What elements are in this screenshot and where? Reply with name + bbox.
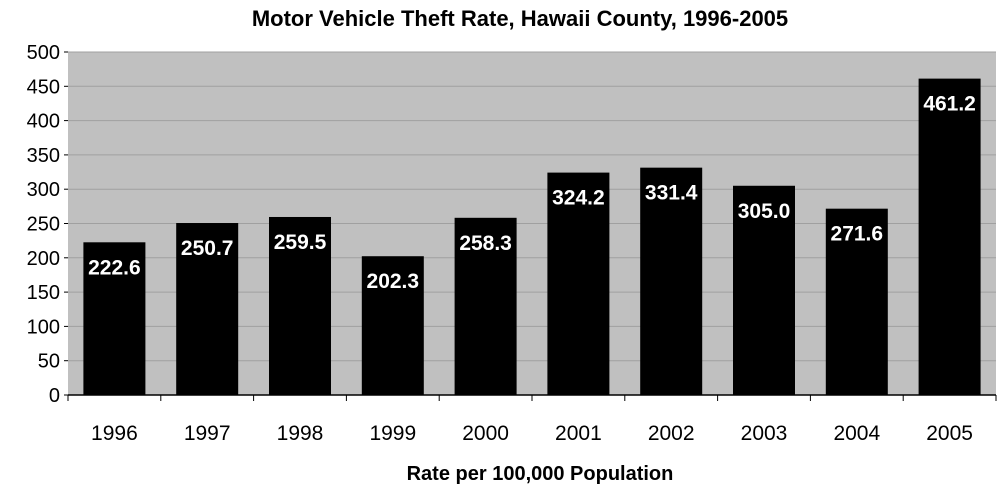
x-tick-label: 2005 bbox=[926, 422, 973, 445]
data-label: 259.5 bbox=[274, 231, 327, 254]
x-tick-label: 1997 bbox=[184, 422, 231, 445]
x-tick-label: 1996 bbox=[91, 422, 138, 445]
data-label: 331.4 bbox=[645, 182, 698, 205]
bar-2000 bbox=[454, 217, 517, 395]
x-axis-label: Rate per 100,000 Population bbox=[407, 463, 674, 485]
y-tick-label: 100 bbox=[27, 316, 60, 338]
data-label: 271.6 bbox=[831, 223, 884, 246]
y-tick-label: 200 bbox=[27, 248, 60, 270]
y-tick-label: 500 bbox=[27, 42, 60, 64]
y-tick-label: 450 bbox=[27, 76, 60, 98]
bar-2002 bbox=[640, 167, 703, 395]
bar-2003 bbox=[733, 185, 795, 395]
x-tick-label: 2001 bbox=[555, 422, 602, 445]
bar-1997 bbox=[176, 223, 239, 395]
y-tick-label: 400 bbox=[27, 111, 60, 133]
data-label: 461.2 bbox=[923, 93, 976, 116]
y-tick-label: 50 bbox=[38, 351, 60, 373]
x-tick-label: 2004 bbox=[833, 422, 880, 445]
bar-2004 bbox=[825, 208, 888, 395]
x-tick-label: 1998 bbox=[277, 422, 324, 445]
bar-1999 bbox=[361, 256, 424, 395]
bar-2001 bbox=[547, 172, 610, 395]
data-label: 202.3 bbox=[367, 270, 420, 293]
bar-1996 bbox=[83, 242, 146, 395]
x-tick-label: 2000 bbox=[462, 422, 509, 445]
data-label: 258.3 bbox=[459, 232, 512, 255]
bar-2005 bbox=[918, 78, 981, 396]
data-label: 305.0 bbox=[738, 200, 791, 223]
x-tick-label: 1999 bbox=[369, 422, 416, 445]
bar-1998 bbox=[269, 216, 331, 395]
x-tick-label: 2002 bbox=[648, 422, 695, 445]
y-tick-label: 350 bbox=[27, 145, 60, 167]
data-label: 324.2 bbox=[552, 187, 605, 210]
chart-title: Motor Vehicle Theft Rate, Hawaii County,… bbox=[252, 6, 788, 31]
y-tick-label: 0 bbox=[49, 385, 60, 407]
y-axis: 0 50 100 150 200 250 300 350 400 450 500 bbox=[27, 42, 68, 407]
y-tick-label: 250 bbox=[27, 214, 60, 236]
y-tick-label: 300 bbox=[27, 179, 60, 201]
data-labels: 222.6 250.7 259.5 202.3 258.3 324.2 331.4 305.0… bbox=[88, 93, 976, 294]
x-tick-label: 2003 bbox=[741, 422, 788, 445]
bars bbox=[83, 78, 981, 396]
data-label: 222.6 bbox=[88, 256, 141, 279]
x-axis: 1996 1997 1998 1999 2000 2001 2002 2003 2004 2005 bbox=[67, 395, 997, 445]
data-label: 250.7 bbox=[181, 237, 234, 260]
y-tick-label: 150 bbox=[27, 282, 60, 304]
